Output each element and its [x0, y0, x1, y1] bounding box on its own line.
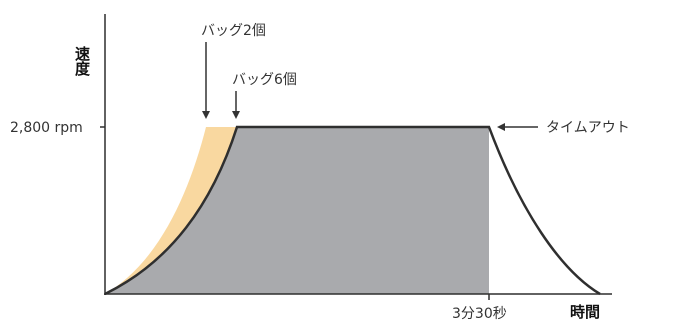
y-axis-title: 速度 — [73, 45, 91, 77]
annotation-timeout-label: タイムアウト — [546, 120, 630, 136]
y-tick-label: 2,800 rpm — [10, 120, 83, 136]
x-axis-title: 時間 — [570, 303, 600, 321]
speed-profile-line — [104, 125, 601, 296]
annotation-bag2-label: バッグ2個 — [201, 23, 266, 39]
series-bag6-area — [105, 127, 489, 294]
x-tick-label: 3分30秒 — [452, 306, 507, 321]
annotation-bag6-label: バッグ6個 — [232, 72, 297, 88]
